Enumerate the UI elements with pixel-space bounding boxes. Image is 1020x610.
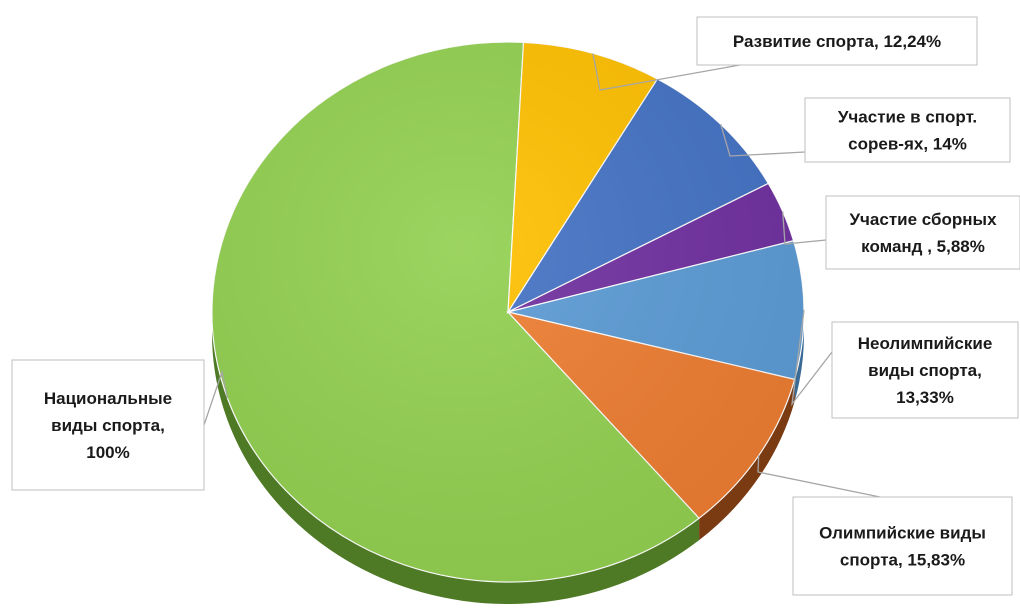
- leader-line-5: [757, 455, 881, 498]
- leader-line-1: [592, 53, 741, 91]
- data-label-text: 13,33%: [896, 388, 954, 407]
- leader-lines: [203, 53, 881, 498]
- data-label-box-5: [792, 496, 1013, 596]
- data-label-box-2: [804, 97, 1011, 163]
- data-label-2: Участие в спорт. сорев-ях, 14%: [804, 97, 1011, 163]
- data-label-text: Национальные: [44, 389, 172, 408]
- data-label-text: сорев-ях, 14%: [848, 135, 967, 154]
- data-label-box-0: [11, 359, 205, 491]
- data-label-box-1: [696, 16, 978, 66]
- data-label-text: Олимпийские виды: [819, 524, 986, 543]
- leader-line-4: [791, 309, 833, 407]
- data-label-4: Неолимпийские виды спорта, 13,33%: [831, 321, 1019, 419]
- data-label-text: виды спорта,: [868, 361, 982, 380]
- data-label-5: Олимпийские виды спорта, 15,83%: [792, 496, 1013, 596]
- data-label-text: Участие в спорт.: [838, 108, 977, 127]
- data-label-text: Развитие спорта, 12,24%: [733, 32, 941, 51]
- data-label-1: Развитие спорта, 12,24%: [696, 16, 978, 66]
- data-label-text: виды спорта,: [51, 416, 165, 435]
- data-label-text: команд , 5,88%: [861, 237, 985, 256]
- data-label-text: Участие сборных: [849, 210, 997, 229]
- data-label-text: Неолимпийские: [858, 334, 993, 353]
- data-label-box-4: [831, 321, 1019, 419]
- data-label-box-3: [825, 195, 1020, 270]
- slice-labels: Национальные виды спорта, 100% Развитие спо…: [11, 16, 1020, 596]
- leader-line-0: [203, 369, 229, 426]
- data-label-text: спорта, 15,83%: [840, 551, 965, 570]
- data-label-text: 100%: [86, 443, 129, 462]
- pie-slices: [211, 41, 805, 583]
- leader-line-2: [720, 124, 806, 157]
- data-label-3: Участие сборных команд , 5,88%: [825, 195, 1020, 270]
- data-label-0: Национальные виды спорта, 100%: [11, 359, 205, 491]
- leader-line-3: [782, 211, 827, 245]
